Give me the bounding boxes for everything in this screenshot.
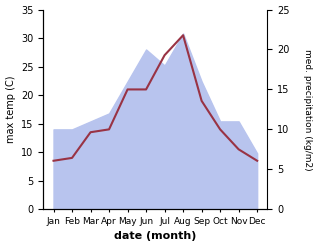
Y-axis label: med. precipitation (kg/m2): med. precipitation (kg/m2) <box>303 49 313 170</box>
Y-axis label: max temp (C): max temp (C) <box>5 76 16 143</box>
X-axis label: date (month): date (month) <box>114 231 197 242</box>
